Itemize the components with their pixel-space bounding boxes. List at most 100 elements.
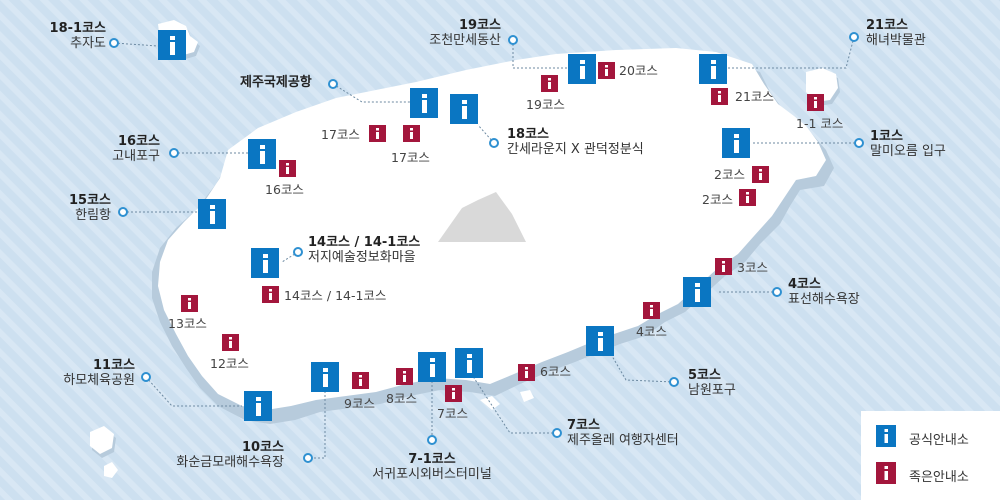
info-icon[interactable] (683, 277, 711, 307)
small-label-16: 16코스 (265, 182, 304, 197)
course-name: 18코스 (507, 127, 550, 142)
info-icon[interactable] (739, 189, 756, 206)
udo-island-top (806, 68, 838, 102)
small-label-2a: 2코스 (714, 167, 745, 182)
small-label-9: 9코스 (344, 396, 375, 411)
info-icon[interactable] (699, 54, 727, 84)
gapado-island-top (90, 426, 114, 454)
leader-lines (113, 36, 859, 459)
course-label-19: 19코스 조천만세동산 (429, 18, 501, 48)
info-icon (876, 462, 896, 484)
course-label-14: 14코스 / 14-1코스 저지예술정보화마을 (308, 235, 420, 265)
info-icon[interactable] (541, 75, 558, 92)
course-label-5: 5코스 남원포구 (688, 368, 736, 398)
course-name: 5코스 (688, 368, 721, 383)
legend: 공식안내소 족은안내소 (861, 411, 1000, 500)
islet (520, 390, 534, 402)
course-place: 하모체육공원 (63, 373, 135, 388)
info-icon[interactable] (396, 368, 413, 385)
info-icon[interactable] (251, 248, 279, 278)
info-icon[interactable] (518, 364, 535, 381)
course-name: 7코스 (567, 418, 600, 433)
course-label-4: 4코스 표선해수욕장 (788, 277, 860, 307)
info-icon[interactable] (369, 125, 386, 142)
small-label-1-1: 1-1 코스 (796, 116, 844, 131)
info-icon[interactable] (598, 62, 615, 79)
course-label-18-1: 18-1코스 추자도 (50, 21, 106, 51)
course-place: 화순금모래해수욕장 (176, 455, 284, 470)
course-label-18: 18코스 간세라운지 X 관덕정분식 (507, 127, 644, 157)
info-icon[interactable] (715, 258, 732, 275)
info-icon[interactable] (450, 94, 478, 124)
info-icon[interactable] (568, 54, 596, 84)
course-label-10: 10코스 화순금모래해수욕장 (176, 440, 284, 470)
course-name: 15코스 (68, 193, 111, 208)
info-icon[interactable] (586, 326, 614, 356)
legend-small-label: 족은안내소 (909, 470, 969, 485)
islet (480, 396, 500, 410)
course-name: 11코스 (92, 358, 135, 373)
info-icon[interactable] (807, 94, 824, 111)
info-icon[interactable] (279, 160, 296, 177)
info-icon[interactable] (418, 352, 446, 382)
course-name: 16코스 (117, 134, 160, 149)
course-label-7: 7코스 제주올레 여행자센터 (567, 418, 679, 448)
course-name: 18-1코스 (49, 21, 106, 36)
small-label-19: 19코스 (526, 97, 565, 112)
info-icon[interactable] (352, 372, 369, 389)
small-label-17a: 17코스 (321, 127, 360, 142)
leader-dots (109, 32, 864, 463)
course-label-16: 16코스 고내포구 (112, 134, 160, 164)
course-label-7-1: 7-1코스 서귀포시외버스터미널 (352, 452, 512, 482)
info-icon[interactable] (711, 88, 728, 105)
info-icon[interactable] (722, 128, 750, 158)
course-name: 7-1코스 (408, 452, 456, 467)
info-icon[interactable] (244, 391, 272, 421)
info-icon[interactable] (198, 199, 226, 229)
small-label-6: 6코스 (540, 364, 571, 379)
info-icon[interactable] (248, 139, 276, 169)
info-icon[interactable] (311, 362, 339, 392)
small-label-3: 3코스 (737, 260, 768, 275)
course-place: 서귀포시외버스터미널 (372, 467, 492, 482)
mountain-icon (438, 192, 526, 242)
info-icon[interactable] (410, 88, 438, 118)
course-place: 추자도 (70, 36, 106, 51)
info-icon (876, 425, 896, 447)
small-label-7: 7코스 (437, 406, 468, 421)
course-label-21: 21코스 해녀박물관 (866, 18, 926, 48)
course-place: 조천만세동산 (429, 33, 501, 48)
legend-official-label: 공식안내소 (909, 433, 969, 448)
course-place: 저지예술정보화마을 (308, 250, 416, 265)
small-label-20: 20코스 (619, 63, 658, 78)
small-centers (181, 62, 824, 402)
info-icon[interactable] (181, 295, 198, 312)
airport-label: 제주국제공항 (240, 75, 312, 90)
course-name: 10코스 (241, 440, 284, 455)
official-centers (158, 30, 750, 421)
course-place: 말미오름 입구 (870, 144, 946, 159)
course-name: 4코스 (788, 277, 821, 292)
course-place: 남원포구 (688, 383, 736, 398)
info-icon[interactable] (752, 166, 769, 183)
course-name: 21코스 (866, 18, 909, 33)
course-place: 표선해수욕장 (788, 292, 860, 307)
info-icon[interactable] (158, 30, 186, 60)
course-name: 1코스 (870, 129, 903, 144)
course-label-11: 11코스 하모체육공원 (63, 358, 135, 388)
info-icon[interactable] (643, 302, 660, 319)
course-label-1: 1코스 말미오름 입구 (870, 129, 946, 159)
small-label-21: 21코스 (735, 89, 774, 104)
info-icon[interactable] (445, 385, 462, 402)
course-place: 한림항 (75, 208, 111, 223)
small-label-8: 8코스 (386, 391, 417, 406)
info-icon[interactable] (455, 348, 483, 378)
small-label-12: 12코스 (210, 356, 249, 371)
info-icon[interactable] (403, 125, 420, 142)
course-place: 고내포구 (112, 149, 160, 164)
info-icon[interactable] (262, 286, 279, 303)
info-icon[interactable] (222, 334, 239, 351)
course-name: 14코스 / 14-1코스 (308, 235, 421, 250)
course-place: 간세라운지 X 관덕정분식 (507, 142, 644, 157)
